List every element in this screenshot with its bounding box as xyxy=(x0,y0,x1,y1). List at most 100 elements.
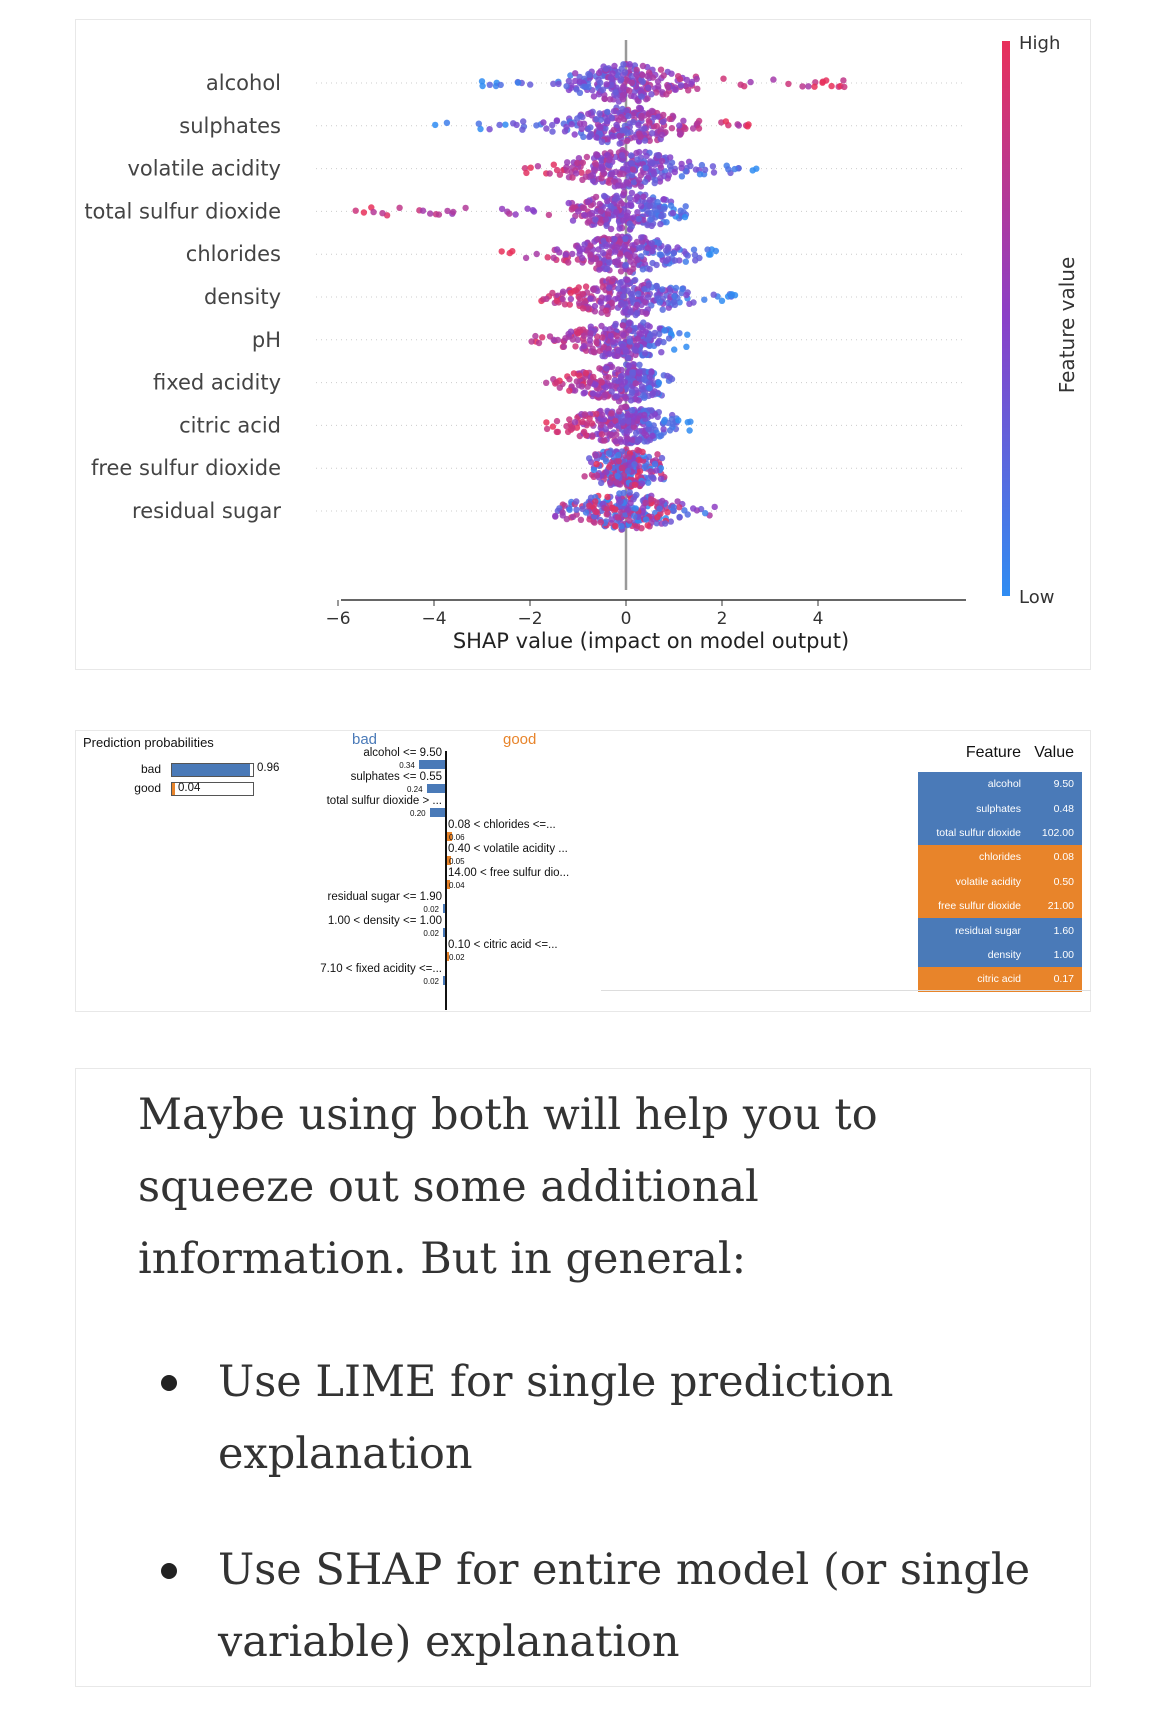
shap-point xyxy=(475,120,482,127)
shap-point xyxy=(544,254,551,261)
shap-point xyxy=(593,508,600,516)
shap-point xyxy=(686,300,693,307)
shap-point xyxy=(616,408,623,415)
shap-point xyxy=(574,159,581,167)
shap-point xyxy=(581,83,588,90)
shap-point xyxy=(565,259,572,266)
shap-point xyxy=(718,297,726,304)
shap-point xyxy=(619,127,626,134)
shap-point xyxy=(556,171,564,178)
shap-point xyxy=(556,384,563,391)
shap-point xyxy=(602,125,609,132)
shap-point xyxy=(612,523,619,530)
shap-point xyxy=(674,244,681,251)
shap-point xyxy=(639,266,646,273)
shap-point xyxy=(735,122,742,129)
shap-point xyxy=(619,343,626,350)
shap-point xyxy=(701,296,708,303)
shap-point xyxy=(607,225,615,233)
shap-point xyxy=(513,121,520,129)
shap-point xyxy=(634,335,641,342)
table-cell-value: 0.08 xyxy=(1053,851,1074,864)
shap-point xyxy=(579,204,586,211)
shap-point xyxy=(549,289,556,297)
shap-point xyxy=(514,79,522,86)
shap-point xyxy=(599,352,606,360)
shap-point xyxy=(659,497,666,505)
shap-point xyxy=(720,75,727,82)
shap-point xyxy=(597,421,605,429)
shap-point xyxy=(731,165,738,173)
shap-point xyxy=(606,350,613,358)
shap-point xyxy=(676,504,683,511)
shap-point xyxy=(598,479,605,487)
shap-point xyxy=(648,412,655,419)
lime-bar-value: 0.24 xyxy=(406,785,423,794)
lime-bar-value: 0.02 xyxy=(423,929,439,938)
shap-point xyxy=(563,83,570,90)
shap-point xyxy=(705,251,713,258)
shap-point xyxy=(712,247,720,255)
shap-point xyxy=(608,388,615,395)
prob-label-bad: bad xyxy=(140,762,161,776)
shap-point xyxy=(638,114,645,121)
shap-point xyxy=(616,132,623,140)
shap-point xyxy=(629,436,636,444)
shap-point xyxy=(639,457,647,464)
shap-point xyxy=(609,133,617,140)
lime-bar-value: 0.02 xyxy=(423,905,439,914)
shap-point xyxy=(641,137,649,144)
table-cell-value: 1.60 xyxy=(1053,924,1074,937)
shap-point xyxy=(580,428,588,435)
lime-bar xyxy=(418,760,445,769)
shap-point xyxy=(569,250,576,258)
shap-point xyxy=(572,343,579,350)
shap-point xyxy=(642,328,649,335)
shap-point xyxy=(579,290,586,298)
shap-point xyxy=(607,479,614,486)
shap-point xyxy=(593,115,600,123)
shap-point xyxy=(630,118,637,126)
shap-point xyxy=(641,125,648,132)
shap-point xyxy=(687,418,694,425)
shap-point xyxy=(550,80,557,87)
shap-point xyxy=(641,369,648,376)
shap-point xyxy=(687,162,694,170)
shap-point xyxy=(596,365,603,372)
shap-point xyxy=(709,163,717,170)
shap-point xyxy=(396,204,403,211)
shap-point xyxy=(635,104,643,112)
shap-point xyxy=(649,474,656,481)
shap-point xyxy=(617,114,625,121)
shap-point xyxy=(620,189,628,196)
shap-point xyxy=(655,152,662,159)
shap-point xyxy=(571,131,578,138)
shap-point xyxy=(595,246,602,253)
shap-point xyxy=(596,266,603,273)
shap-point xyxy=(692,257,699,264)
shap-point xyxy=(572,77,579,85)
shap-point xyxy=(553,379,560,386)
shap-point xyxy=(581,473,588,480)
shap-point xyxy=(648,107,656,115)
shap-point xyxy=(623,251,631,258)
shap-point xyxy=(576,300,583,307)
shap-point xyxy=(660,111,667,119)
table-cell-feature: volatile acidity xyxy=(955,875,1022,888)
shap-point xyxy=(624,276,631,283)
shap-point xyxy=(626,338,634,345)
shap-point xyxy=(642,499,649,506)
feature-value-table: Feature Value alcohol 9.50 sulphates 0.48 to… xyxy=(918,734,1082,992)
shap-point xyxy=(616,140,623,147)
shap-point xyxy=(710,169,718,176)
shap-point xyxy=(496,121,503,129)
table-cell-value: 9.50 xyxy=(1053,778,1074,791)
shap-point xyxy=(625,453,632,460)
shap-point xyxy=(498,205,506,213)
shap-point xyxy=(598,431,606,438)
shap-point xyxy=(701,166,709,173)
shap-point xyxy=(631,481,639,488)
shap-point xyxy=(583,153,591,161)
shap-point xyxy=(601,257,608,264)
shap-point xyxy=(563,167,571,174)
